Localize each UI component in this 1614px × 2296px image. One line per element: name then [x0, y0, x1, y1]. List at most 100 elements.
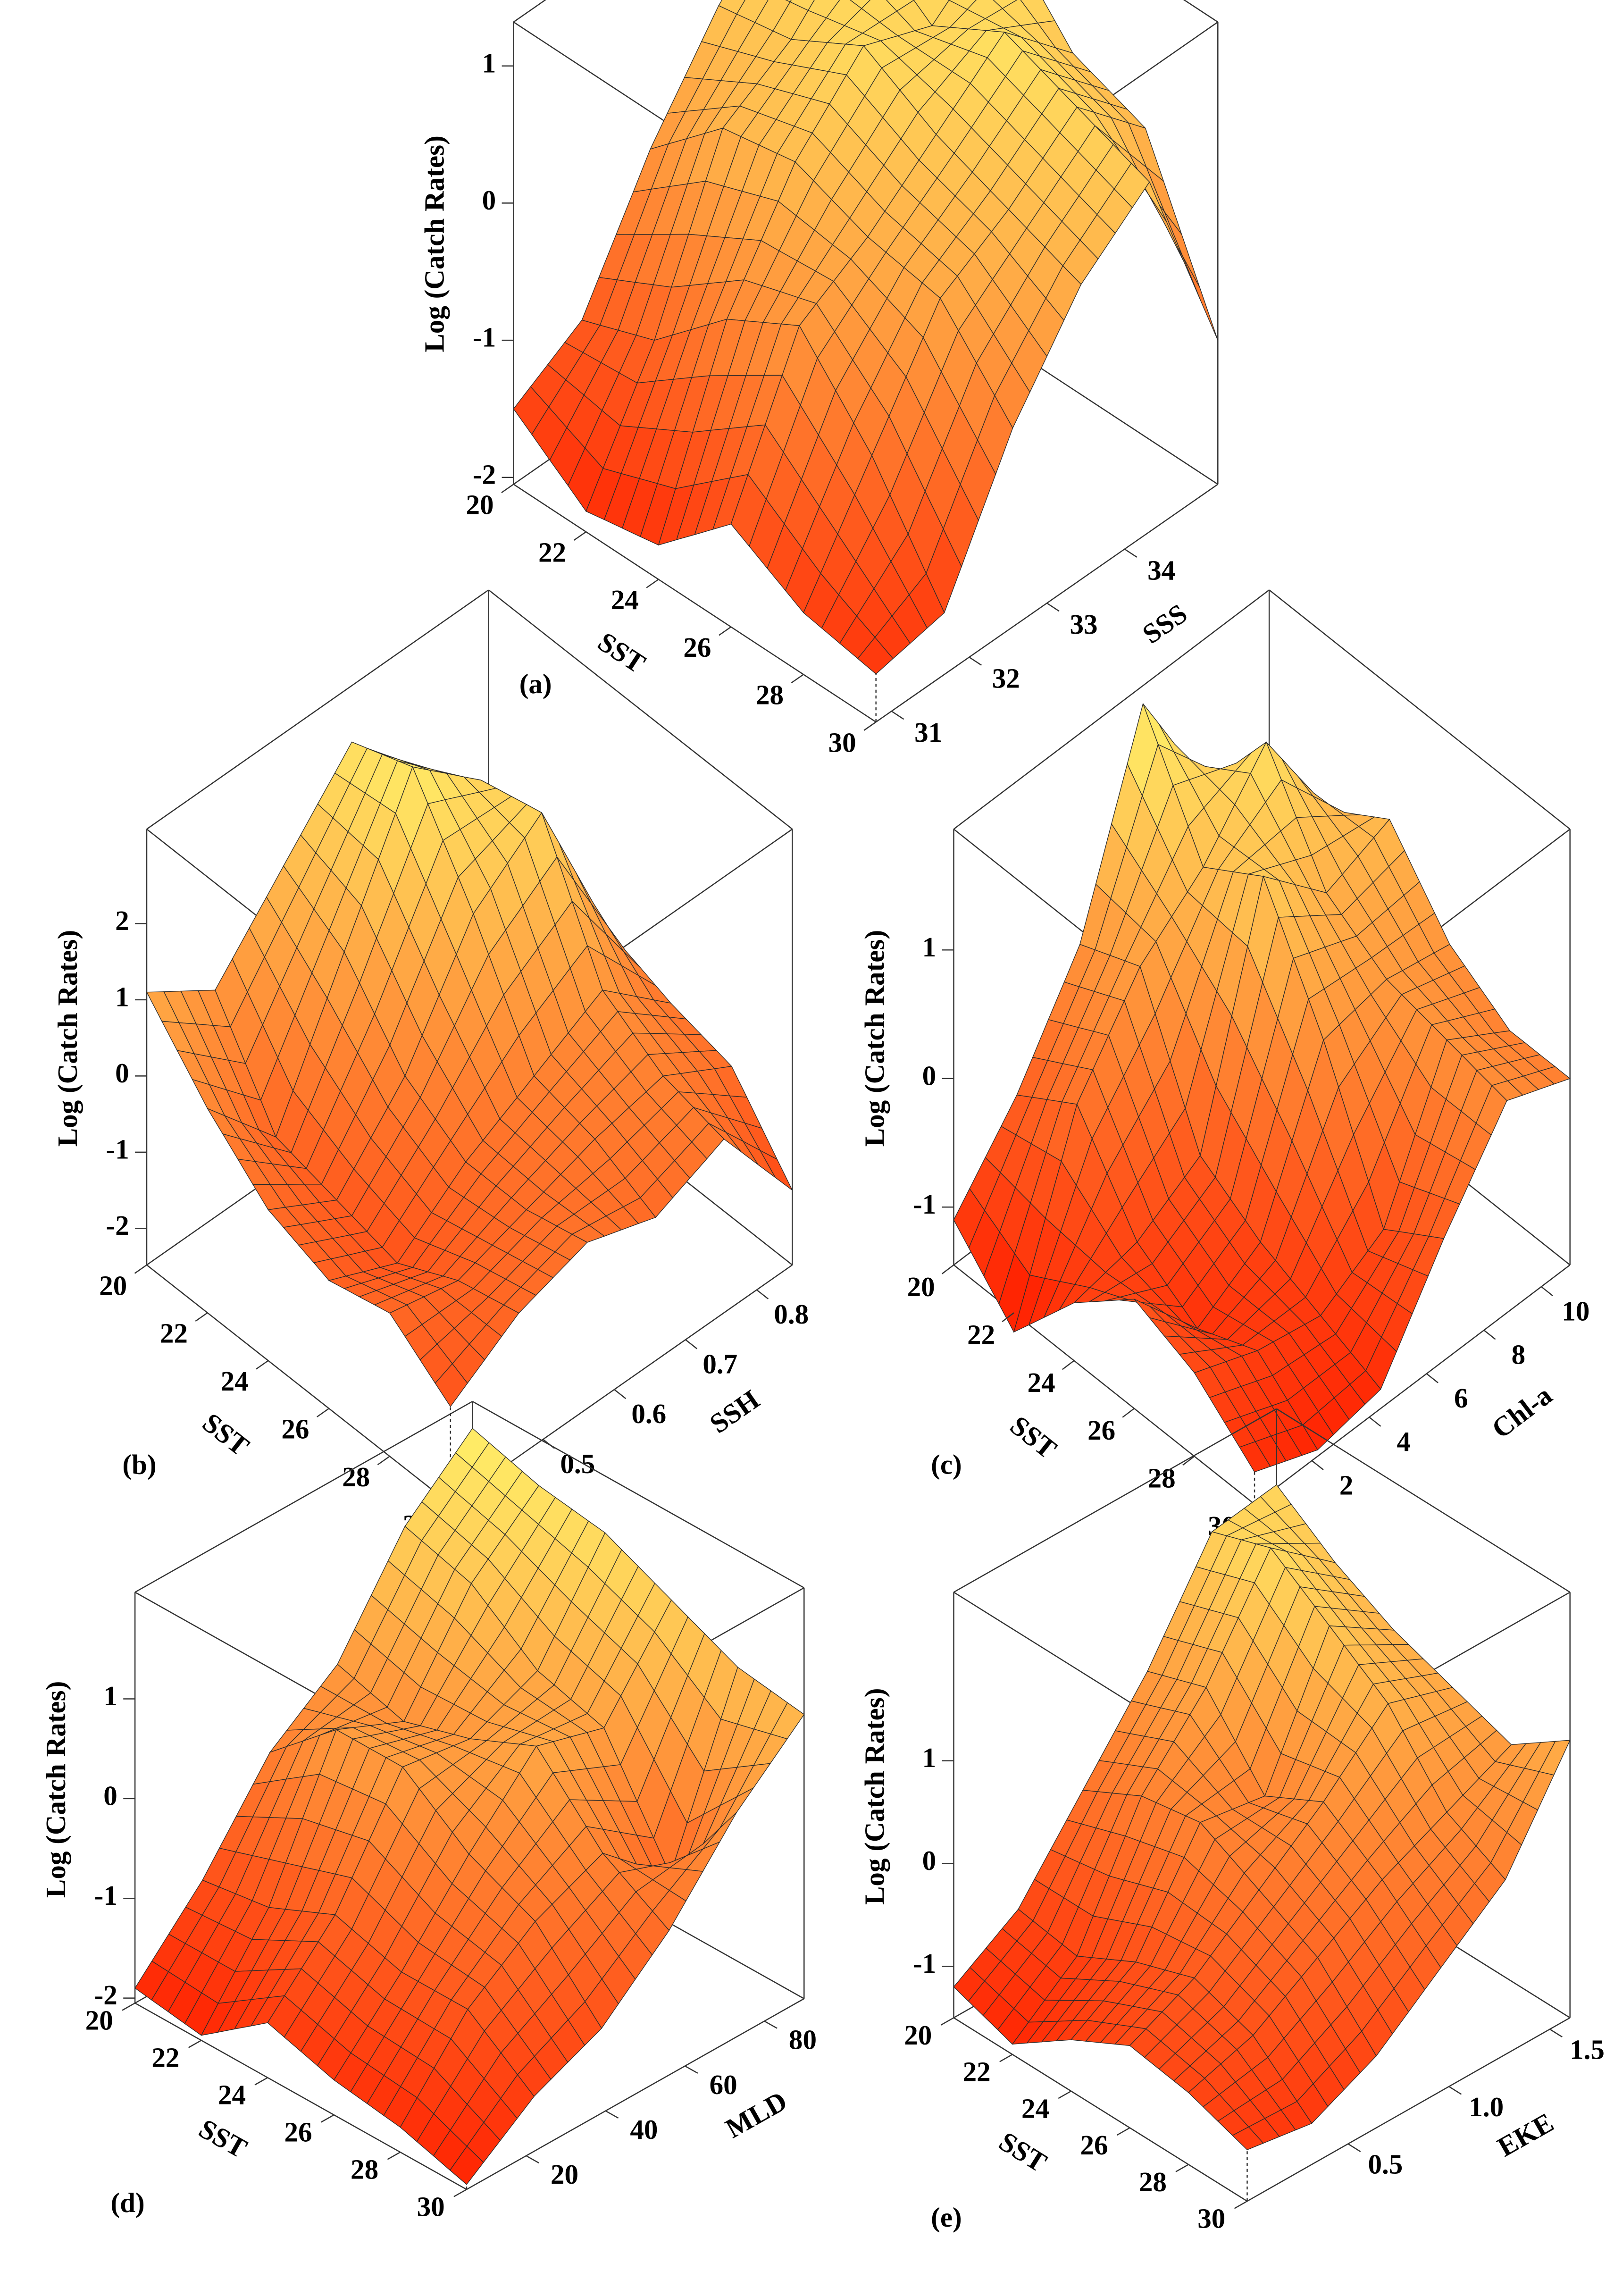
x-tick [321, 2114, 335, 2123]
y-tick [605, 2110, 619, 2119]
z-axis-title: Log (Catch Rates) [859, 930, 890, 1147]
x-tick [387, 2152, 401, 2160]
y-tick-label: 0.5 [560, 1448, 595, 1479]
x-tick [646, 578, 659, 588]
box-edge [513, 484, 877, 723]
x-tick [1062, 1360, 1075, 1370]
x-tick-label: 26 [683, 632, 711, 663]
z-tick-label: 0 [922, 1060, 937, 1091]
y-tick-label: 34 [1147, 554, 1175, 586]
x-tick-label: 24 [611, 584, 639, 615]
y-tick [614, 1389, 627, 1399]
y-tick [526, 2155, 539, 2164]
x-tick [1122, 1408, 1135, 1418]
x-axis-title: SST [593, 626, 651, 679]
z-axis-title: Log (Catch Rates) [40, 1681, 71, 1898]
panel-label: (a) [519, 668, 552, 699]
x-axis-title: SST [194, 2112, 252, 2164]
x-axis-title: SST [197, 1407, 255, 1462]
y-tick-label: 2 [1339, 1469, 1354, 1500]
y-tick-label: 40 [630, 2114, 658, 2145]
x-tick-label: 26 [284, 2117, 312, 2148]
y-tick-label: 4 [1397, 1426, 1411, 1457]
box-edge [1254, 1264, 1571, 1505]
z-tick-label: 2 [115, 905, 129, 936]
y-tick [764, 2020, 778, 2029]
surface-panel: 20 22 24 26 28 30 31 32 33 34 -2 -1 0 1 SST SSS Log (Cat… [418, 0, 1219, 758]
z-axis-title: Log (Catch Rates) [52, 930, 83, 1147]
x-tick-label: 20 [85, 2005, 113, 2036]
y-tick-label: 6 [1454, 1383, 1468, 1414]
y-tick-label: 33 [1070, 609, 1097, 640]
x-tick [122, 2003, 135, 2011]
x-axis-title: SST [1004, 1409, 1062, 1465]
box-edge [472, 1401, 804, 1589]
x-tick [501, 484, 514, 494]
y-tick [685, 2065, 698, 2074]
x-tick-label: 22 [151, 2042, 179, 2073]
y-tick [1311, 1460, 1324, 1470]
box-edge [953, 589, 1270, 830]
x-tick-label: 22 [967, 1319, 995, 1350]
z-tick-label: 1 [115, 981, 129, 1012]
x-tick [1175, 2164, 1189, 2172]
y-tick [1369, 1416, 1381, 1427]
x-tick-label: 22 [538, 536, 566, 568]
surface-facet [449, 2145, 484, 2185]
z-tick-label: 0 [482, 184, 496, 216]
y-tick [685, 1339, 698, 1349]
x-tick-label: 28 [1139, 2166, 1167, 2197]
box-edge [1246, 2017, 1571, 2202]
x-tick [256, 1360, 269, 1370]
x-tick-label: 22 [160, 1318, 188, 1349]
z-tick-label: -1 [913, 1189, 936, 1220]
surface-panel: 2022242628300.40.50.60.70.8-2-1012SSTSSH… [52, 589, 809, 1540]
z-tick-label: 0 [115, 1057, 129, 1089]
box-edge [953, 1408, 1277, 1593]
x-tick [317, 1408, 329, 1417]
z-tick-label: -1 [94, 1880, 117, 1911]
x-tick [453, 2189, 467, 2197]
surface-facet [1164, 211, 1200, 288]
x-tick-label: 28 [342, 1461, 370, 1492]
box-edge [488, 589, 793, 830]
x-tick [1117, 2127, 1130, 2136]
z-tick-label: -2 [473, 459, 496, 490]
surface-facet [857, 637, 894, 675]
y-tick [969, 656, 982, 666]
x-tick-label: 24 [1021, 2093, 1049, 2124]
z-axis-title: Log (Catch Rates) [418, 135, 450, 352]
y-tick [1448, 2086, 1462, 2095]
y-tick [1426, 1373, 1438, 1383]
y-tick-label: 0.8 [774, 1299, 809, 1330]
y-tick-label: 0.7 [702, 1349, 737, 1380]
box-edge [953, 2017, 1248, 2202]
panel-label: (b) [122, 1449, 156, 1480]
z-axis-title: Log (Catch Rates) [859, 1688, 890, 1905]
x-tick [791, 674, 804, 684]
x-tick [195, 1312, 208, 1322]
panel-label: (e) [931, 2202, 962, 2233]
x-tick [719, 626, 732, 636]
z-tick-label: 1 [103, 1680, 117, 1711]
y-tick-label: 0.5 [1368, 2149, 1403, 2180]
x-tick [254, 2077, 268, 2086]
surface-facet [435, 1363, 468, 1408]
x-tick-label: 20 [904, 2019, 932, 2051]
x-tick-label: 26 [1087, 1415, 1115, 1446]
x-tick-label: 28 [756, 679, 784, 711]
x-tick [377, 1456, 390, 1466]
surface-facet [759, 1149, 793, 1191]
box-edge [146, 1264, 451, 1505]
y-tick-label: 0.6 [631, 1398, 666, 1429]
y-tick-label: 60 [710, 2069, 737, 2100]
x-tick [863, 721, 877, 731]
x-tick-label: 24 [221, 1366, 249, 1397]
z-tick-label: -1 [913, 1948, 936, 1979]
x-tick-label: 30 [417, 2191, 445, 2222]
y-tick-label: 80 [789, 2024, 817, 2055]
y-tick [891, 711, 904, 720]
x-tick-label: 24 [1028, 1367, 1055, 1398]
